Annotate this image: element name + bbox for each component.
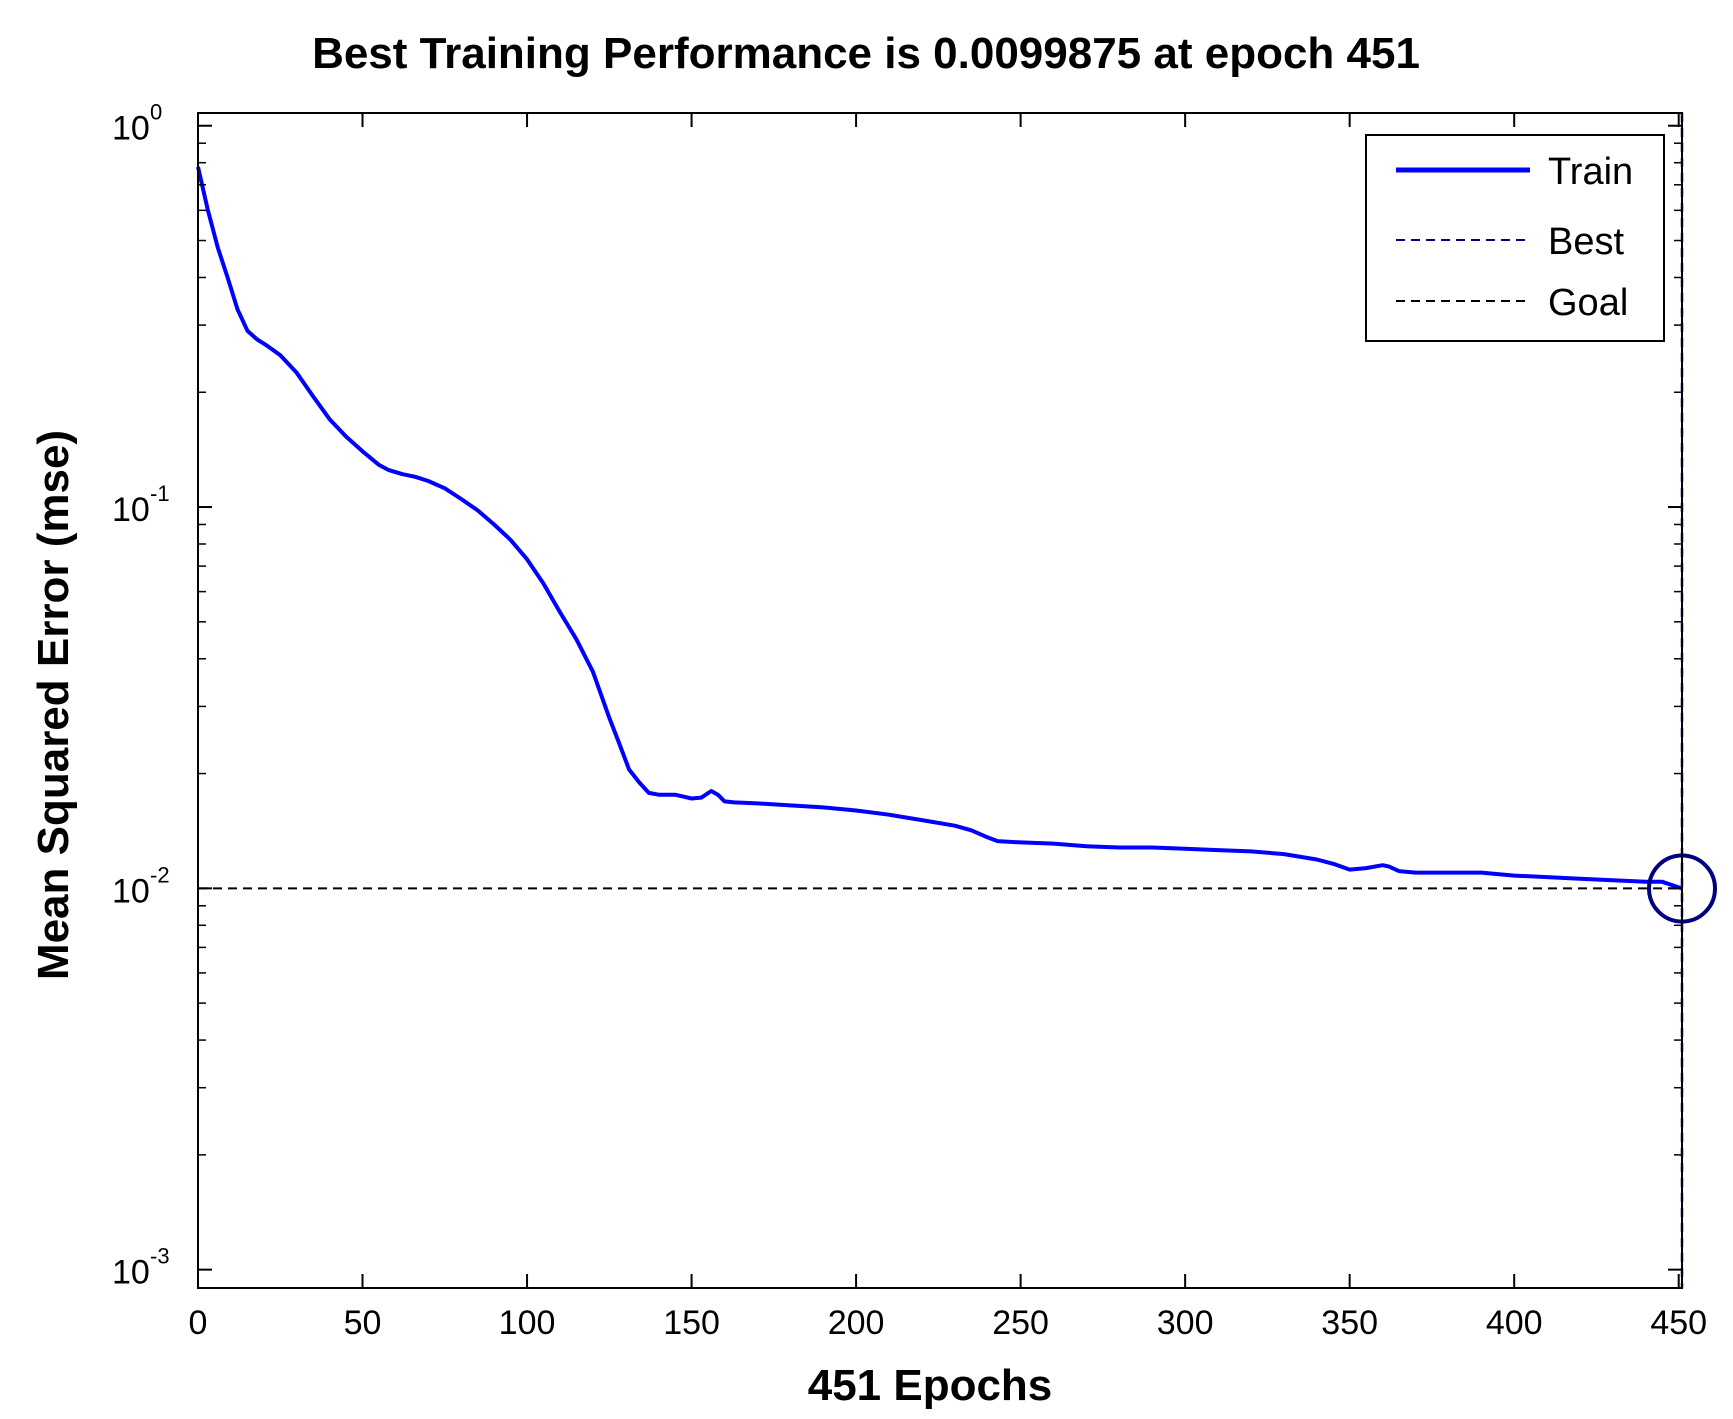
x-tick-label: 150 (663, 1304, 720, 1342)
x-tick-label: 300 (1157, 1304, 1214, 1342)
y-axis-label: Mean Squared Error (mse) (29, 430, 78, 980)
x-tick-label: 350 (1321, 1304, 1378, 1342)
x-tick-label: 200 (828, 1304, 885, 1342)
plot-area-frame (197, 112, 1683, 1289)
y-tick-label-exponent: -2 (150, 862, 170, 887)
y-tick-label-exponent: 0 (150, 100, 162, 125)
legend-train-label: Train (1548, 151, 1633, 193)
y-tick-label-base: 10 (112, 872, 150, 910)
x-tick-label: 0 (189, 1304, 208, 1342)
legend-goal-label: Goal (1548, 282, 1628, 324)
x-tick-label: 100 (499, 1304, 556, 1342)
legend-best-label: Best (1548, 221, 1624, 263)
x-tick-label: 50 (344, 1304, 382, 1342)
y-tick-label-base: 10 (112, 1254, 150, 1292)
x-tick-label: 450 (1650, 1304, 1707, 1342)
x-tick-label: 400 (1486, 1304, 1543, 1342)
x-axis-label: 451 Epochs (808, 1361, 1053, 1410)
y-tick-label-base: 10 (112, 491, 150, 529)
y-tick-label-exponent: -1 (150, 481, 170, 506)
series-line-train (196, 166, 1683, 891)
legend: Train Best Goal (1365, 134, 1665, 342)
chart-title: Best Training Performance is 0.0099875 a… (312, 29, 1420, 78)
x-tick-label: 250 (992, 1304, 1049, 1342)
y-tick-label-exponent: -3 (150, 1244, 170, 1269)
y-tick-label-base: 10 (112, 110, 150, 148)
